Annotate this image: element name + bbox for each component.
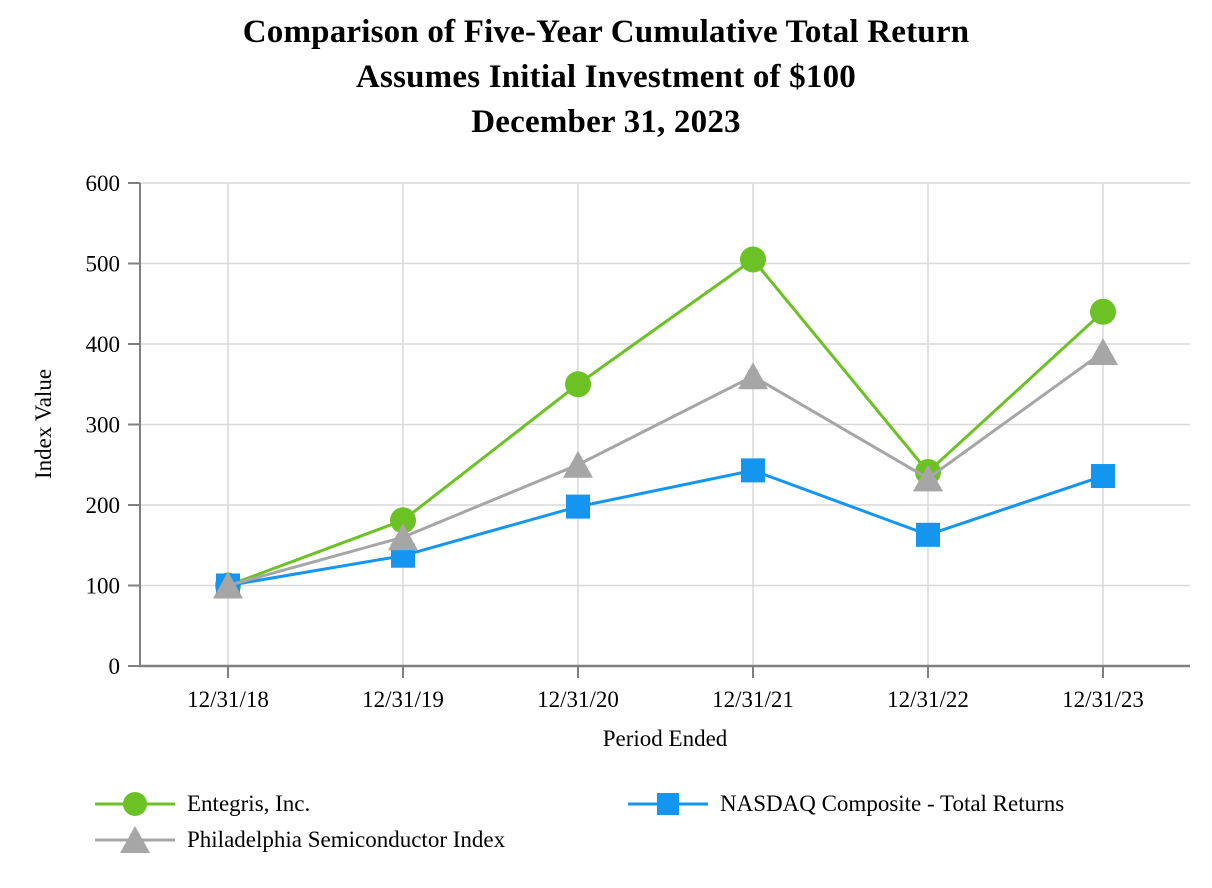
triangle-marker-icon — [120, 826, 150, 853]
x-tick-label: 12/31/22 — [887, 687, 969, 712]
x-tick-label: 12/31/23 — [1062, 687, 1144, 712]
y-tick-label: 200 — [86, 493, 121, 518]
series-line — [227, 350, 1104, 587]
series-entegris-inc — [215, 246, 1116, 599]
circle-marker-icon — [565, 371, 591, 398]
legend-item-philadelphia-semiconductor: Philadelphia Semiconductor Index — [95, 822, 505, 858]
triangle-marker-icon — [1088, 338, 1118, 366]
legend-column-right: NASDAQ Composite - Total Returns — [628, 786, 1064, 822]
legend-marker-triangle-icon — [95, 826, 175, 853]
chart-title-line-1: Comparison of Five-Year Cumulative Total… — [242, 14, 970, 50]
x-tick-label: 12/31/21 — [712, 687, 794, 712]
circle-marker-icon — [1090, 298, 1116, 325]
triangle-marker-icon — [213, 571, 243, 599]
y-tick-label: 100 — [86, 574, 121, 599]
legend-item-entegris: Entegris, Inc. — [95, 786, 505, 822]
y-tick-label: 600 — [86, 171, 121, 196]
square-marker-icon — [916, 522, 940, 547]
triangle-marker-icon — [913, 464, 943, 492]
x-tick-label: 12/31/20 — [537, 687, 619, 712]
x-tick-label: 12/31/19 — [362, 687, 444, 712]
legend-column-left: Entegris, Inc. Philadelphia Semiconducto… — [95, 786, 505, 858]
triangle-marker-icon — [388, 523, 418, 551]
circle-marker-icon — [123, 792, 147, 816]
square-marker-icon — [1091, 464, 1115, 489]
gridlines — [140, 182, 1190, 666]
series-philadelphia-semiconductor-index — [213, 338, 1118, 599]
chart-title-line-2: Assumes Initial Investment of $100 — [356, 59, 856, 95]
series-nasdaq-composite-total-returns — [216, 458, 1115, 598]
legend-item-nasdaq-composite: NASDAQ Composite - Total Returns — [628, 786, 1064, 822]
triangle-marker-icon — [738, 362, 768, 390]
legend-label-philadelphia-semiconductor: Philadelphia Semiconductor Index — [187, 827, 506, 852]
legend-marker-circle-icon — [95, 792, 175, 816]
line-chart: 0 100 200 300 400 500 600 12/31/18 12/31/19 12/31… — [86, 171, 1190, 712]
y-tick-label: 0 — [109, 654, 121, 679]
axes — [128, 182, 1190, 678]
square-marker-icon — [657, 793, 679, 815]
circle-marker-icon — [740, 246, 766, 273]
triangle-marker-icon — [563, 450, 593, 478]
series-line — [227, 468, 1104, 587]
legend: Entegris, Inc. Philadelphia Semiconducto… — [0, 786, 1212, 876]
legend-label-entegris: Entegris, Inc. — [187, 791, 311, 816]
square-marker-icon — [566, 494, 590, 519]
x-axis-title: Period Ended — [602, 726, 728, 751]
legend-label-nasdaq-composite: NASDAQ Composite - Total Returns — [720, 791, 1065, 816]
chart-title: Comparison of Five-Year Cumulative Total… — [0, 10, 1212, 145]
y-tick-label: 400 — [86, 332, 121, 357]
circle-marker-icon — [390, 507, 416, 534]
y-tick-label: 300 — [86, 413, 121, 438]
series-line — [227, 257, 1105, 587]
tick-labels: 0 100 200 300 400 500 600 12/31/18 12/31/19 12/31… — [86, 171, 1144, 712]
x-tick-label: 12/31/18 — [187, 687, 269, 712]
square-marker-icon — [741, 458, 765, 483]
y-tick-label: 500 — [86, 252, 121, 277]
chart-title-line-3: December 31, 2023 — [471, 104, 741, 140]
legend-marker-square-icon — [628, 793, 708, 815]
